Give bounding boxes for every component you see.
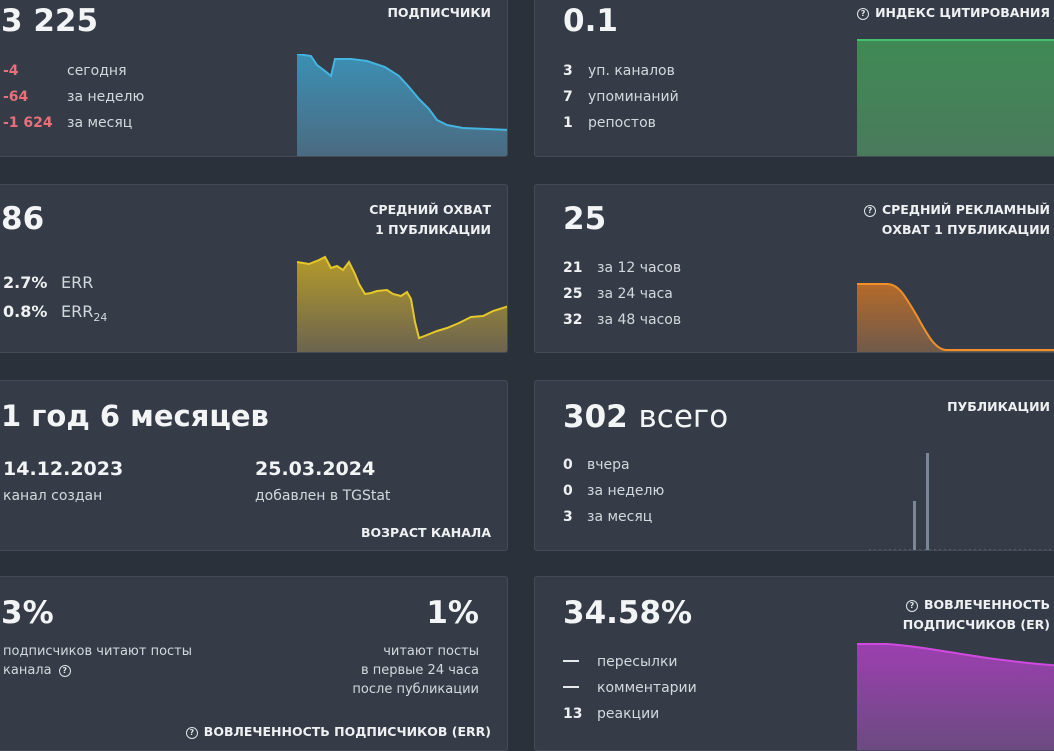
stat-month: 3 за месяц	[563, 509, 653, 525]
help-icon[interactable]: ?	[905, 600, 918, 612]
subscribers-count: 3 225	[1, 3, 99, 39]
average-reach-card[interactable]: 86 СРЕДНИЙ ОХВАТ 1 ПУБЛИКАЦИИ 2.7% ERR 0.…	[0, 184, 508, 353]
stat-mentions: 7 упоминаний	[563, 89, 679, 105]
average-reach-value: 86	[1, 201, 45, 237]
publications-chart	[869, 453, 1054, 550]
channel-age-card[interactable]: 1 год 6 месяцев 14.12.2023 канал создан …	[0, 380, 508, 551]
err-title: ? ВОВЛЕЧЕННОСТЬ ПОДПИСЧИКОВ (ERR)	[185, 722, 491, 742]
channel-age-title: ВОЗРАСТ КАНАЛА	[360, 525, 491, 540]
ad-reach-title: ? СРЕДНИЙ РЕКЛАМНЫЙ ОХВАТ 1 ПУБЛИКАЦИИ	[863, 200, 1050, 240]
subscribers-card[interactable]: 3 225 ПОДПИСЧИКИ -4 сегодня -64 за неделю …	[0, 0, 508, 157]
dash-icon	[563, 686, 579, 688]
channel-age-value: 1 год 6 месяцев	[1, 399, 269, 433]
er-card[interactable]: 34.58% ? ВОВЛЕЧЕННОСТЬ ПОДПИСЧИКОВ (ER) п…	[534, 576, 1054, 751]
stat-12h: 21 за 12 часов	[563, 260, 682, 276]
stat-forwards: пересылки	[563, 649, 678, 675]
publications-title: ПУБЛИКАЦИИ	[947, 399, 1050, 414]
citation-title: ? ИНДЕКС ЦИТИРОВАНИЯ	[857, 3, 1050, 23]
er-chart	[857, 643, 1054, 750]
err-left-value: 3%	[1, 595, 54, 631]
dash-icon	[563, 660, 579, 662]
err24-stat: 0.8% ERR24	[3, 302, 108, 325]
publications-total: 302 всего	[563, 399, 729, 435]
stat-week: 0 за неделю	[563, 483, 665, 499]
help-icon[interactable]: ?	[185, 727, 198, 739]
err-stat: 2.7% ERR	[3, 273, 94, 292]
average-reach-chart	[297, 255, 507, 352]
stat-month: -1 624 за месяц	[3, 115, 133, 131]
stat-reposts: 1 репостов	[563, 115, 656, 131]
stat-yesterday: 0 вчера	[563, 457, 630, 473]
help-icon[interactable]: ?	[857, 8, 870, 20]
publications-bar	[926, 453, 929, 550]
subscribers-title: ПОДПИСЧИКИ	[387, 5, 491, 20]
created-date: 14.12.2023	[3, 458, 124, 480]
ad-reach-chart	[857, 283, 1054, 352]
ad-reach-card[interactable]: 25 ? СРЕДНИЙ РЕКЛАМНЫЙ ОХВАТ 1 ПУБЛИКАЦИИ…	[534, 184, 1054, 353]
err-right-line1: читают посты	[383, 644, 479, 659]
average-reach-title: СРЕДНИЙ ОХВАТ 1 ПУБЛИКАЦИИ	[369, 202, 491, 237]
added-date: 25.03.2024	[255, 458, 376, 480]
stat-today: -4 сегодня	[3, 63, 127, 79]
citation-index-value: 0.1	[563, 3, 618, 39]
err-left-line1: подписчиков читают посты	[3, 644, 193, 659]
err-right-value: 1%	[426, 595, 479, 631]
err-left-line2: канала ?	[3, 663, 77, 678]
help-icon[interactable]: ?	[863, 205, 876, 217]
publications-bar	[913, 501, 916, 550]
stat-mentioning-channels: 3 уп. каналов	[563, 63, 675, 79]
er-title: ? ВОВЛЕЧЕННОСТЬ ПОДПИСЧИКОВ (ER)	[902, 597, 1050, 632]
help-icon[interactable]: ?	[58, 665, 71, 677]
er-value: 34.58%	[563, 595, 693, 631]
citation-card[interactable]: 0.1 ? ИНДЕКС ЦИТИРОВАНИЯ 3 уп. каналов 7 уп…	[534, 0, 1054, 157]
err-right-line3: после публикации	[352, 682, 479, 697]
publications-card[interactable]: 302 всего ПУБЛИКАЦИИ 0 вчера 0 за неделю 3…	[534, 380, 1054, 551]
added-label: добавлен в TGStat	[255, 488, 391, 504]
err-right-line2: в первые 24 часа	[360, 663, 479, 678]
created-label: канал создан	[3, 488, 103, 504]
citation-chart	[857, 39, 1054, 156]
err-card[interactable]: 3% подписчиков читают посты канала ? 1% …	[0, 576, 508, 751]
ad-reach-value: 25	[563, 201, 607, 237]
stat-48h: 32 за 48 часов	[563, 312, 682, 328]
subscribers-chart	[297, 54, 507, 156]
stat-reactions: 13 реакции	[563, 706, 660, 722]
stat-comments: комментарии	[563, 675, 697, 701]
stat-24h: 25 за 24 часа	[563, 286, 673, 302]
stat-week: -64 за неделю	[3, 89, 145, 105]
